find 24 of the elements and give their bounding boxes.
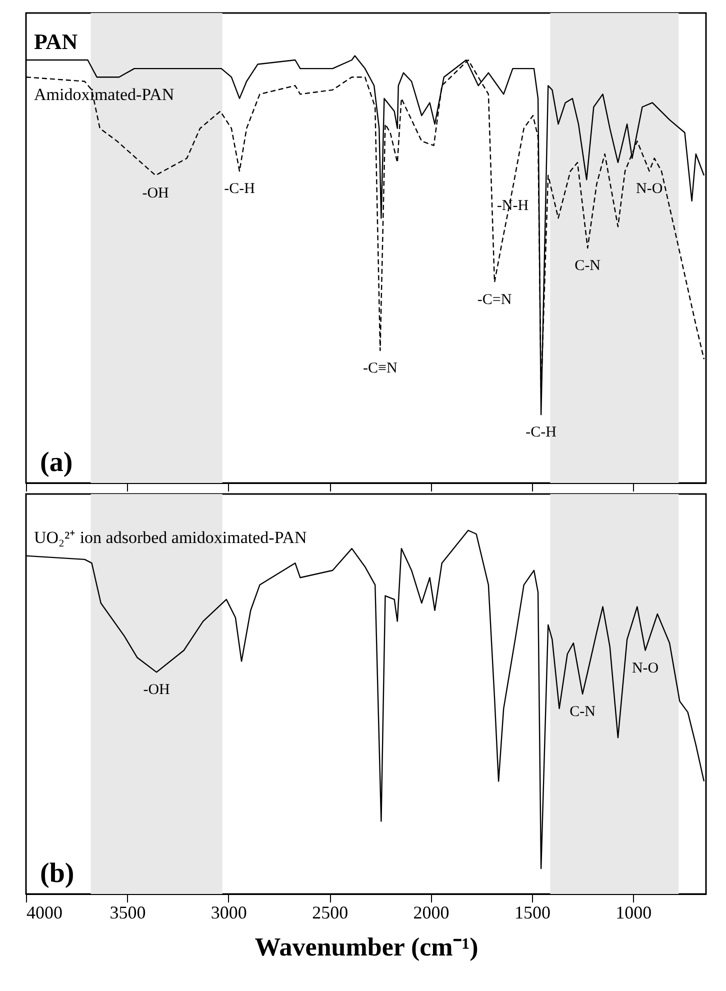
annotation: -C≡N	[363, 360, 398, 377]
annotation: C-N	[574, 258, 601, 274]
x-tick-label: 3500	[110, 902, 146, 922]
annotation: -N-H	[496, 198, 529, 214]
annotation: -C-H	[526, 424, 557, 441]
x-tick-label: 2500	[312, 902, 348, 922]
x-tick-label: 1000	[616, 902, 652, 922]
series-label: PAN	[34, 29, 78, 54]
annotation: -C-H	[224, 181, 256, 198]
annotation: -C=N	[477, 292, 512, 308]
annotation: -OH	[142, 185, 170, 202]
x-tick-label: 2000	[413, 902, 450, 922]
x-tick-label: 4000	[26, 902, 62, 922]
x-tick-label: 1500	[514, 902, 550, 922]
annotation: N-O	[632, 660, 659, 676]
annotation: (b)	[40, 858, 74, 889]
x-axis-title: Wavenumber (cm⁻¹)	[254, 932, 478, 962]
series-label: Amidoximated-PAN	[34, 85, 174, 104]
annotation: C-N	[570, 704, 596, 720]
x-tick-label: 3000	[210, 902, 247, 922]
annotation: (a)	[40, 447, 73, 478]
annotation: N-O	[636, 181, 663, 198]
annotation: -OH	[143, 682, 170, 698]
series-label: UO₂²⁺ ion adsorbed amidoximated-PAN	[34, 528, 307, 547]
